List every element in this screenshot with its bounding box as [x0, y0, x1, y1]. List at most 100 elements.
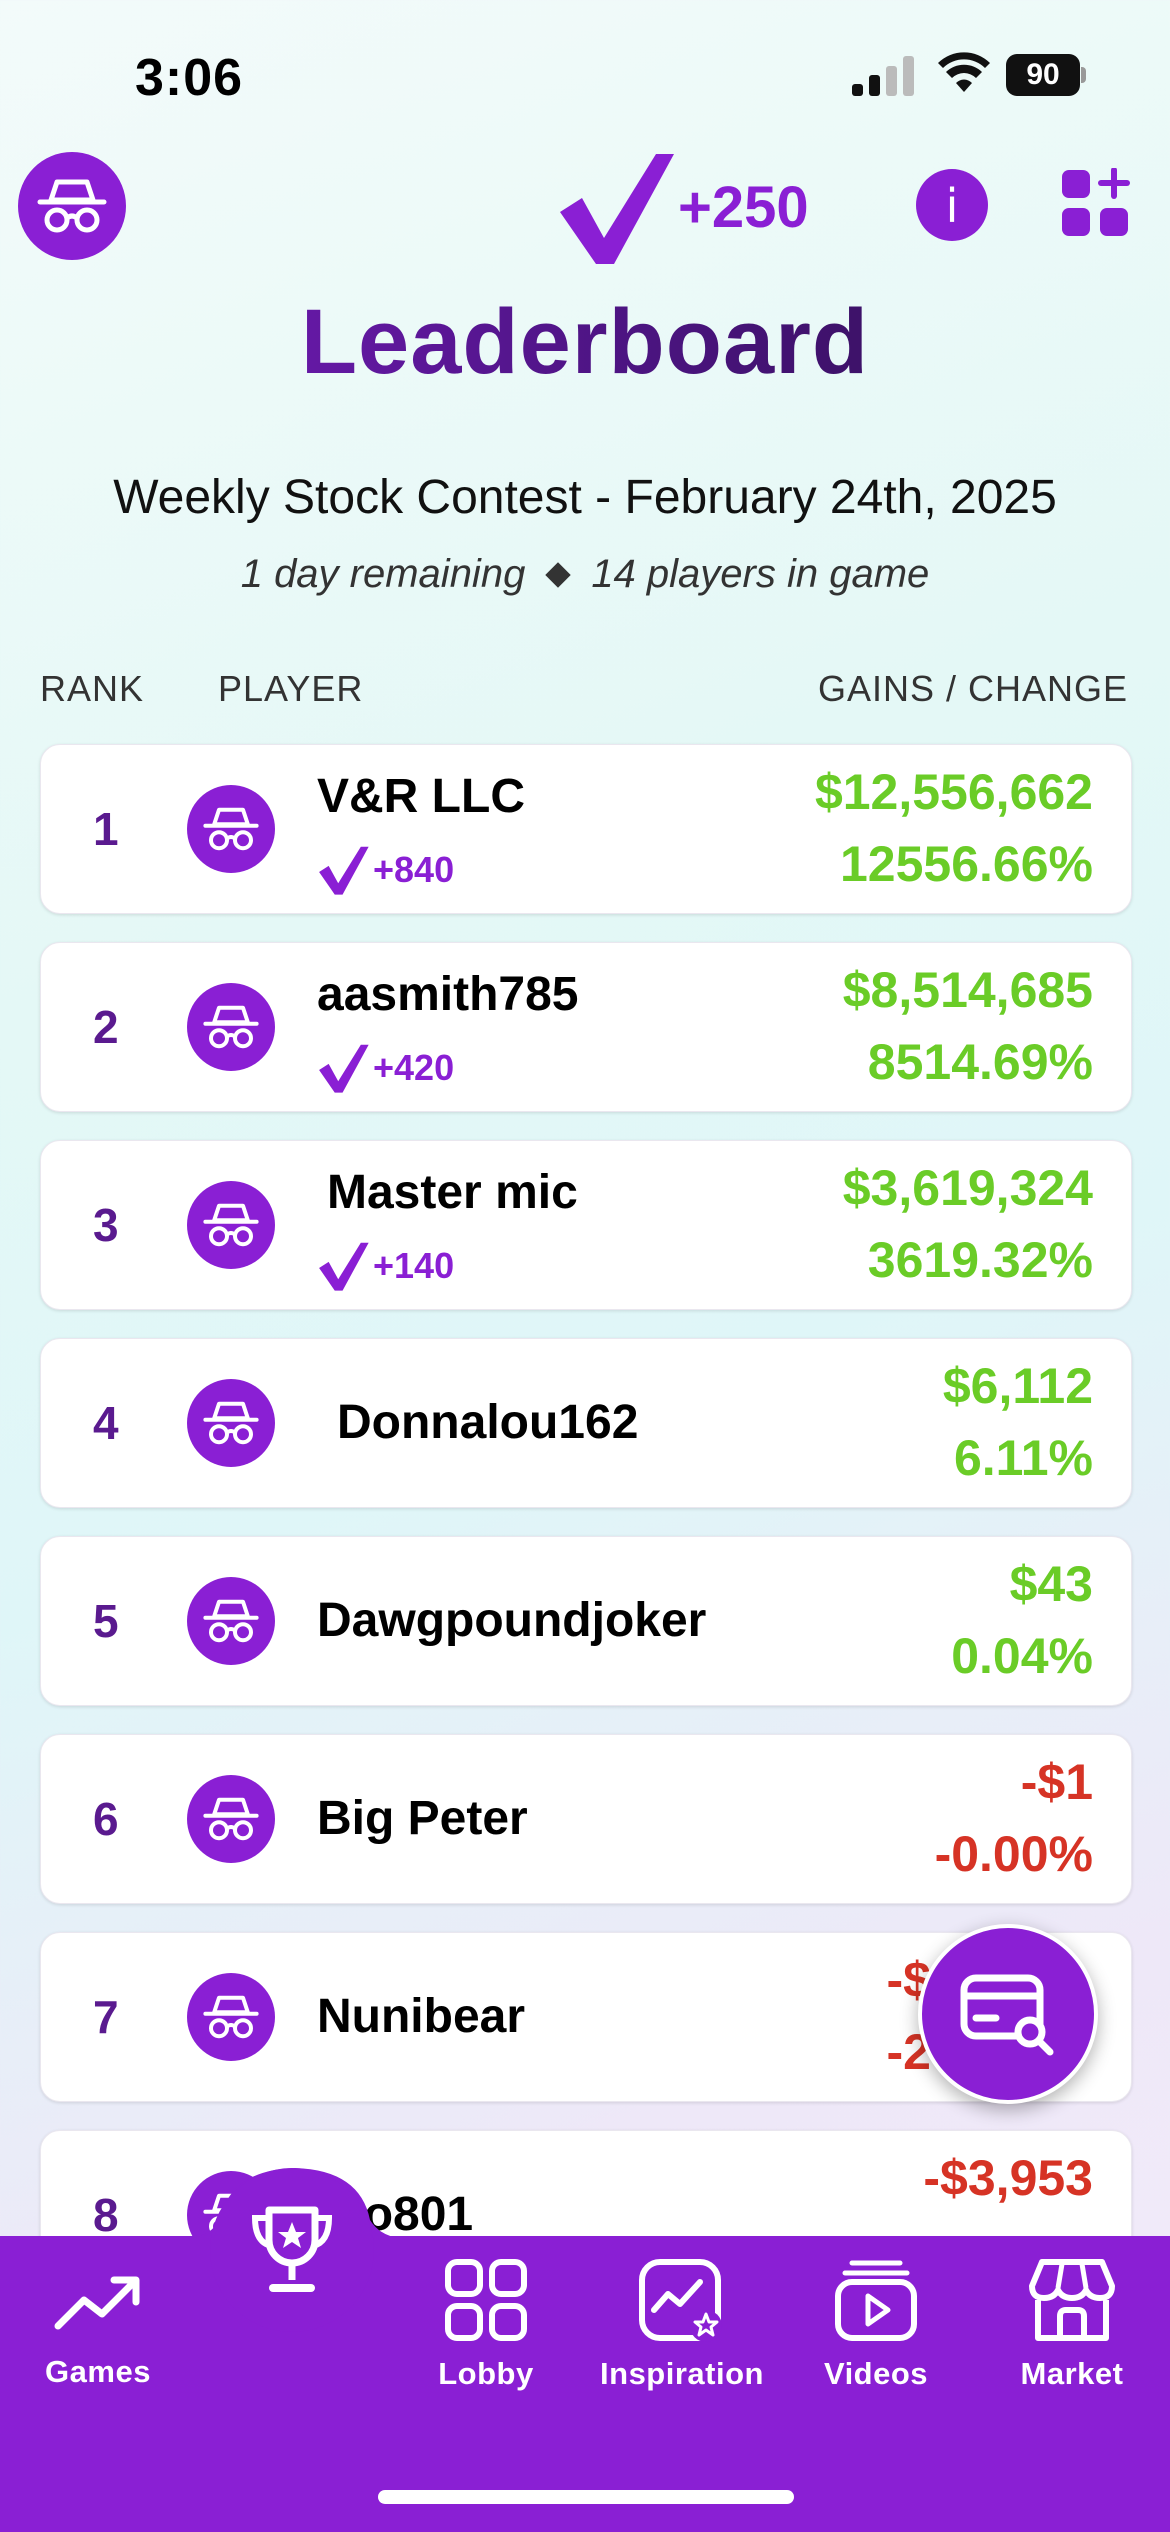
rank-number: 1 [93, 803, 119, 855]
column-header-rank: RANK [40, 668, 145, 709]
diamond-separator-icon [545, 561, 572, 588]
gain-percent: 8514.69% [867, 1034, 1093, 1090]
points-value: +250 [678, 175, 809, 240]
player-bonus: +840 [317, 845, 454, 895]
player-name: V&R LLC [317, 770, 525, 823]
trend-up-icon [54, 2276, 140, 2330]
info-icon: i [945, 179, 959, 233]
bonus-value: +840 [373, 849, 455, 890]
profile-avatar-button[interactable] [18, 152, 126, 260]
gain-amount: $12,556,662 [814, 764, 1093, 820]
gain-percent: 3619.32% [867, 1232, 1093, 1288]
leaderboard-row[interactable]: 4 Donnalou162 $6,112 6.11% [40, 1338, 1132, 1508]
incognito-icon [203, 1005, 259, 1049]
gain-amount: $8,514,685 [842, 962, 1093, 1018]
leaderboard-row[interactable]: 6 Big Peter -$1 -0.00% [40, 1734, 1132, 1904]
leaderboard-row[interactable]: 3 Master mic +140 $3,619,324 3619.32% [40, 1140, 1132, 1310]
column-header-player: PLAYER [218, 668, 364, 709]
points-display[interactable]: +250 [556, 150, 809, 265]
gain-amount: -$1 [1020, 1754, 1093, 1810]
gain-percent: 12556.66% [839, 836, 1093, 892]
card-search-icon [960, 1974, 1054, 2056]
player-name: aasmith785 [317, 968, 579, 1021]
leaderboard-row[interactable]: 1 V&R LLC +840 $12,556,662 12556.66% [40, 744, 1132, 914]
gain-amount: $6,112 [942, 1358, 1093, 1414]
tab-label: Inspiration [600, 2356, 764, 2391]
rank-number: 4 [93, 1397, 119, 1449]
gain-percent: -0.00% [934, 1826, 1093, 1882]
page-title: Leaderboard [0, 290, 1170, 395]
rank-number: 3 [93, 1199, 119, 1251]
wifi-icon [938, 52, 990, 92]
rank-number: 2 [93, 1001, 119, 1053]
cellular-signal-icon [852, 56, 914, 96]
contest-title: Weekly Stock Contest - February 24th, 20… [113, 471, 1057, 524]
incognito-icon [203, 1995, 259, 2039]
incognito-icon [37, 179, 107, 233]
incognito-icon [203, 1797, 259, 1841]
tab-inspiration[interactable]: Inspiration [582, 2258, 782, 2392]
incognito-icon [203, 1401, 259, 1445]
player-avatar [187, 1181, 275, 1269]
leaderboard-row[interactable]: 2 aasmith785 +420 $8,514,685 8514.69% [40, 942, 1132, 1112]
players-count: 14 players in game [591, 552, 930, 596]
tab-videos[interactable]: Videos [776, 2258, 976, 2392]
gain-percent: 0.04% [951, 1628, 1093, 1684]
gain-amount: -$3,953 [923, 2150, 1093, 2206]
add-widget-icon[interactable] [1060, 168, 1132, 240]
tab-label: Games [45, 2354, 151, 2389]
grid-icon [445, 2259, 527, 2341]
status-time: 3:06 [135, 49, 244, 107]
tab-market[interactable]: Market [972, 2258, 1170, 2392]
status-bar: 3:06 90 [0, 0, 1170, 150]
tab-label: Market [1020, 2356, 1124, 2391]
search-card-button[interactable] [918, 1924, 1098, 2104]
player-name: Big Peter [317, 1792, 528, 1845]
incognito-icon [203, 1599, 259, 1643]
contest-meta: 1 day remaining 14 players in game [0, 552, 1170, 597]
player-avatar [187, 1973, 275, 2061]
market-icon [1029, 2259, 1115, 2341]
tab-lobby[interactable]: Lobby [386, 2258, 586, 2392]
player-name: Dawgpoundjoker [317, 1594, 707, 1647]
player-bonus: +420 [317, 1043, 454, 1093]
trophy-icon [251, 2206, 333, 2292]
player-avatar [187, 983, 275, 1071]
rank-number: 6 [93, 1793, 119, 1845]
bonus-value: +420 [373, 1047, 455, 1088]
battery-level: 90 [1006, 54, 1080, 96]
info-button[interactable]: i [916, 169, 988, 241]
player-avatar [187, 785, 275, 873]
player-avatar [187, 1577, 275, 1665]
rank-number: 8 [93, 2189, 119, 2241]
player-name: Donnalou162 [337, 1396, 639, 1449]
tab-label: Videos [823, 2356, 929, 2391]
rank-number: 5 [93, 1595, 119, 1647]
check-logo-icon [319, 1044, 369, 1093]
tab-games[interactable]: Games [0, 2268, 198, 2390]
player-avatar [187, 1379, 275, 1467]
days-remaining: 1 day remaining [240, 552, 526, 596]
tab-leaderboard[interactable] [210, 2168, 374, 2332]
video-icon [835, 2260, 917, 2341]
gain-percent: 6.11% [953, 1430, 1093, 1486]
leaderboard-row[interactable]: 5 Dawgpoundjoker $43 0.04% [40, 1536, 1132, 1706]
player-avatar [187, 1775, 275, 1863]
gain-amount: $3,619,324 [842, 1160, 1093, 1216]
inspiration-icon [639, 2259, 722, 2342]
column-header-gains: GAINS / CHANGE [817, 668, 1128, 709]
check-logo-icon [560, 154, 674, 264]
bonus-value: +140 [373, 1245, 455, 1286]
gain-amount: $43 [1009, 1556, 1093, 1612]
incognito-icon [203, 1203, 259, 1247]
player-name: Nunibear [317, 1990, 526, 2043]
incognito-icon [203, 807, 259, 851]
rank-number: 7 [93, 1991, 119, 2043]
player-bonus: +140 [317, 1241, 454, 1291]
battery-icon: 90 [1006, 54, 1086, 96]
check-logo-icon [319, 1242, 369, 1291]
player-name: Master mic [327, 1166, 578, 1219]
tab-label: Lobby [438, 2356, 534, 2391]
check-logo-icon [319, 846, 369, 895]
home-indicator [378, 2490, 794, 2504]
